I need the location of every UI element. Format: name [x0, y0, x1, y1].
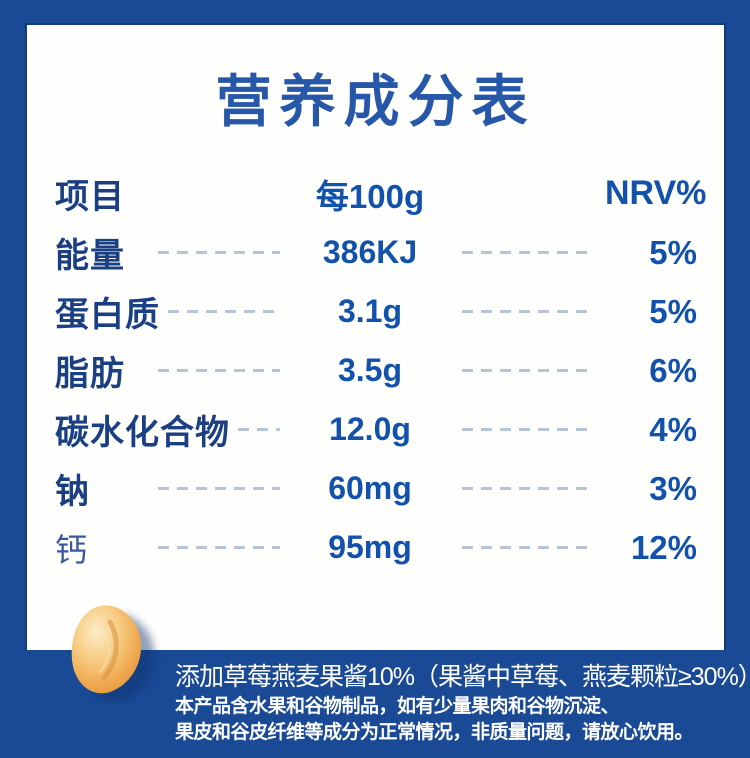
oat-grain-highlight	[99, 625, 111, 673]
row-nrv: 3%	[649, 469, 697, 507]
row-value: 3.1g	[337, 293, 403, 329]
dash-separator	[462, 251, 591, 254]
table-row: 钠 60mg 3%	[55, 459, 697, 518]
dash-separator	[158, 546, 280, 549]
table-row: 脂肪 3.5g 6%	[55, 341, 697, 400]
dash-separator	[158, 487, 280, 490]
row-label-fat: 脂肪	[55, 355, 125, 393]
dash-separator	[462, 428, 591, 431]
row-nrv: 5%	[649, 233, 697, 271]
table-row: 能量 386KJ 5%	[55, 223, 697, 282]
row-label-sodium: 钠	[55, 473, 90, 511]
footer-disclaimer-line-1: 本产品含水果和谷物制品，如有少量果肉和谷物沉淀、	[175, 696, 620, 717]
header-nrv: NRV%	[605, 174, 707, 212]
footer-note-band: 添加草莓燕麦果酱10%（果酱中草莓、燕麦颗粒≥30%） 本产品含水果和谷物制品，…	[0, 650, 750, 758]
row-label-carbohydrate: 碳水化合物	[55, 414, 230, 452]
nutrition-facts-card: 营养成分表 项目 每100g NRV% 能量 386KJ 5% 蛋白质 3.1g	[27, 25, 724, 650]
dash-separator	[462, 369, 591, 372]
dash-separator	[158, 251, 280, 254]
table-row: 碳水化合物 12.0g 4%	[55, 400, 697, 459]
row-value: 12.0g	[329, 411, 411, 447]
row-label-calcium: 钙	[55, 531, 89, 568]
footer-disclaimer: 本产品含水果和谷物制品，如有少量果肉和谷物沉淀、 果皮和谷皮纤维等成分为正常情况…	[175, 694, 735, 746]
row-label-energy: 能量	[55, 237, 125, 275]
table-row: 钙 95mg 12%	[55, 518, 697, 577]
oat-grain-body	[71, 605, 142, 694]
header-per-100g: 每100g	[315, 177, 425, 215]
table-header-row: 项目 每100g NRV%	[55, 164, 707, 223]
dash-separator	[158, 369, 280, 372]
footer-jam-note: 添加草莓燕麦果酱10%（果酱中草莓、燕麦颗粒≥30%）	[175, 663, 750, 691]
oat-grain-crease	[101, 619, 119, 681]
dash-separator	[462, 546, 591, 549]
table-row: 蛋白质 3.1g 5%	[55, 282, 697, 341]
footer-disclaimer-line-2: 果皮和谷皮纤维等成分为正常情况，非质量问题，请放心饮用。	[175, 722, 694, 743]
header-item: 项目	[55, 178, 125, 216]
dash-separator	[462, 487, 591, 490]
row-label-protein: 蛋白质	[55, 296, 160, 334]
nutrition-table: 项目 每100g NRV% 能量 386KJ 5% 蛋白质 3.1g 5%	[55, 164, 707, 577]
row-value: 60mg	[328, 470, 412, 506]
oat-grain-image	[71, 605, 155, 703]
row-value: 3.5g	[337, 352, 403, 388]
row-value: 386KJ	[322, 234, 418, 270]
row-nrv: 6%	[649, 351, 697, 389]
row-nrv: 12%	[630, 528, 697, 566]
dash-separator	[462, 310, 591, 313]
dash-separator	[238, 428, 280, 431]
nutrition-table-title: 营养成分表	[215, 70, 536, 133]
dash-separator	[168, 310, 280, 313]
row-nrv: 5%	[649, 292, 697, 330]
row-value: 95mg	[328, 529, 412, 565]
row-nrv: 4%	[649, 410, 697, 448]
